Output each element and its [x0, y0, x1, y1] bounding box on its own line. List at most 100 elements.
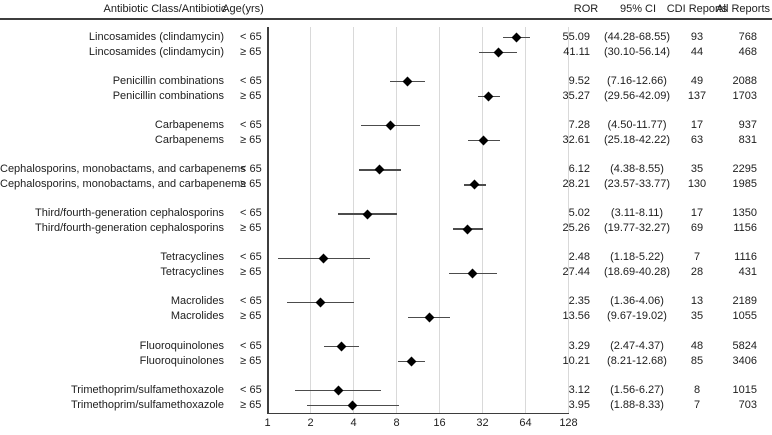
- row-class-label: Trimethoprim/sulfamethoxazole: [70, 383, 224, 396]
- ci-value: (9.67-19.02): [607, 310, 667, 323]
- ci-value: (25.18-42.22): [603, 133, 671, 146]
- all-reports-value: 2189: [732, 295, 757, 308]
- cdi-reports-value: 130: [687, 177, 707, 190]
- row-age-label: < 65: [240, 339, 262, 352]
- ror-diamond: [406, 356, 417, 367]
- ror-value: 3.29: [568, 339, 590, 352]
- ror-value: 32.61: [562, 133, 590, 146]
- ror-value: 27.44: [562, 266, 590, 279]
- cdi-reports-value: 69: [690, 222, 704, 235]
- all-reports-value: 1015: [732, 383, 757, 396]
- x-tick-label: 128: [559, 417, 578, 429]
- cdi-reports-value: 85: [690, 354, 704, 367]
- cdi-reports-value: 17: [690, 118, 704, 131]
- all-reports-value: 831: [738, 133, 757, 146]
- row-age-label: < 65: [240, 295, 262, 308]
- ci-value: (19.77-32.27): [603, 222, 671, 235]
- row-age-label: ≥ 65: [240, 222, 262, 235]
- row-class-label: Trimethoprim/sulfamethoxazole: [70, 398, 224, 411]
- ci-value: (18.69-40.28): [603, 266, 671, 279]
- ror-diamond: [374, 164, 385, 175]
- row-class-label: Lincosamides (clindamycin): [88, 45, 224, 58]
- ror-diamond: [462, 224, 473, 235]
- cdi-reports-value: 48: [690, 339, 704, 352]
- row-class-label: Third/fourth-generation cephalosporins: [35, 222, 224, 235]
- x-tick-label: 1: [264, 417, 271, 429]
- gridline: [525, 27, 526, 413]
- row-class-label: Third/fourth-generation cephalosporins: [35, 207, 224, 220]
- gridline: [396, 27, 397, 413]
- ci-value: (4.50-11.77): [607, 118, 667, 131]
- row-class-label: Lincosamides (clindamycin): [88, 30, 224, 43]
- ror-value: 10.21: [562, 354, 590, 367]
- ror-value: 5.02: [568, 207, 590, 220]
- ror-value: 25.26: [562, 222, 590, 235]
- ci-value: (1.88-8.33): [610, 398, 664, 411]
- row-class-label: Penicillin combinations: [112, 89, 224, 102]
- row-class-label: Macrolides: [170, 310, 224, 323]
- ror-diamond: [347, 400, 358, 411]
- y-axis-line: [267, 27, 269, 413]
- row-class-label: Cephalosporins, monobactams, and carbape…: [0, 162, 246, 175]
- all-reports-value: 1055: [732, 310, 757, 323]
- cdi-reports-value: 35: [690, 162, 704, 175]
- column-header-all-reports: All Reports: [716, 3, 770, 15]
- row-age-label: < 65: [240, 251, 262, 264]
- row-age-label: < 65: [240, 383, 262, 396]
- all-reports-value: 2088: [732, 74, 757, 87]
- ror-diamond: [362, 209, 373, 220]
- all-reports-value: 1156: [733, 222, 757, 235]
- x-axis-line: [267, 412, 569, 414]
- ror-diamond: [511, 32, 522, 43]
- x-tick-label: 32: [476, 417, 489, 429]
- gridline: [439, 27, 440, 413]
- all-reports-value: 768: [738, 30, 757, 43]
- all-reports-value: 1703: [732, 89, 757, 102]
- x-tick-label: 8: [393, 417, 400, 429]
- row-age-label: ≥ 65: [240, 177, 262, 190]
- cdi-reports-value: 137: [687, 89, 707, 102]
- all-reports-value: 468: [738, 45, 757, 58]
- all-reports-value: 5824: [732, 339, 757, 352]
- cdi-reports-value: 93: [690, 30, 704, 43]
- ror-value: 6.12: [568, 162, 590, 175]
- ror-value: 41.11: [563, 45, 590, 58]
- ci-value: (1.18-5.22): [610, 251, 664, 264]
- cdi-reports-value: 7: [693, 398, 701, 411]
- ror-value: 9.52: [568, 74, 590, 87]
- x-tick-label: 16: [433, 417, 446, 429]
- ci-value: (29.56-42.09): [603, 89, 671, 102]
- ror-value: 55.09: [562, 30, 590, 43]
- ror-value: 28.21: [562, 177, 590, 190]
- row-age-label: < 65: [240, 74, 262, 87]
- ror-diamond: [333, 385, 344, 396]
- gridline: [568, 27, 569, 413]
- row-age-label: ≥ 65: [240, 89, 262, 102]
- ci-value: (7.16-12.66): [607, 74, 667, 87]
- cdi-reports-value: 28: [690, 266, 704, 279]
- x-tick-label: 2: [307, 417, 314, 429]
- row-class-label: Macrolides: [170, 295, 224, 308]
- ror-diamond: [468, 268, 478, 279]
- row-age-label: < 65: [240, 30, 262, 43]
- gridline: [310, 27, 311, 413]
- ci-value: (3.11-8.11): [610, 207, 664, 220]
- row-age-label: < 65: [240, 118, 262, 131]
- cdi-reports-value: 7: [693, 251, 701, 264]
- row-age-label: ≥ 65: [240, 266, 262, 279]
- ror-value: 3.95: [568, 398, 590, 411]
- ci-value: (23.57-33.77): [603, 177, 671, 190]
- ror-diamond: [424, 312, 435, 323]
- ror-diamond: [469, 179, 480, 190]
- ror-diamond: [402, 76, 413, 87]
- ror-diamond: [478, 135, 489, 146]
- ci-value: (1.56-6.27): [610, 383, 664, 396]
- row-age-label: ≥ 65: [240, 310, 262, 323]
- row-age-label: ≥ 65: [240, 45, 262, 58]
- all-reports-value: 431: [738, 266, 757, 279]
- ci-value: (8.21-12.68): [607, 354, 667, 367]
- row-age-label: ≥ 65: [240, 133, 262, 146]
- cdi-reports-value: 63: [690, 133, 704, 146]
- all-reports-value: 1350: [732, 207, 757, 220]
